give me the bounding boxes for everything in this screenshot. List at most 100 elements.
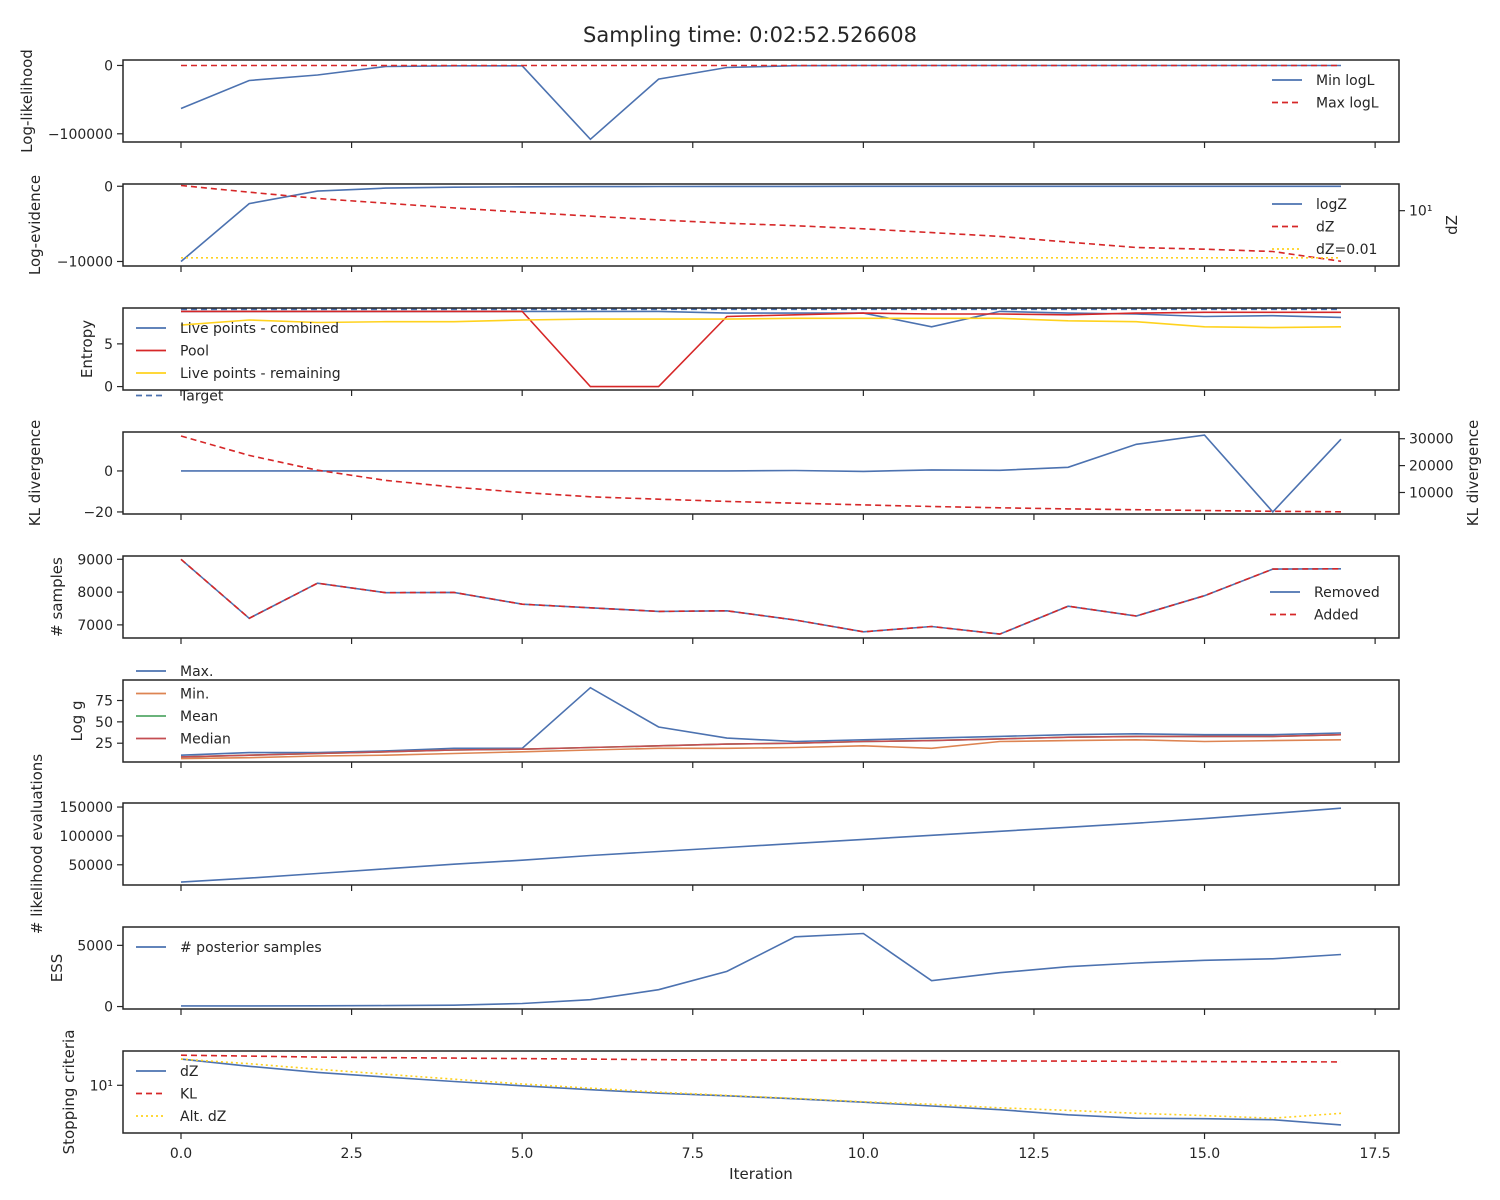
axes-frame — [122, 555, 1400, 639]
series-line-1 — [180, 1058, 1342, 1126]
right-y-tick-label: 20000 — [1409, 459, 1454, 475]
series-line-3 — [180, 1058, 1342, 1120]
axes-frame — [122, 802, 1400, 886]
panel-5: 9000 8000 7000 # samples Removed Added — [48, 552, 1400, 644]
x-tick-label: 17.5 — [1360, 1146, 1391, 1162]
panel-4: 0 −20 10000 20000 30000 KL divergence KL diver… — [26, 420, 1482, 526]
legend: Live points - combined Pool Live points - … — [136, 321, 341, 405]
axes-frame — [122, 307, 1400, 391]
legend-label: dZ=0.01 — [1316, 242, 1377, 258]
y-axis-label: Entropy — [78, 320, 96, 378]
axes-frame — [122, 1050, 1400, 1134]
series-line-2 — [180, 435, 1342, 513]
series-group — [180, 558, 1342, 635]
series-group — [180, 686, 1342, 760]
legend: dZ KL Alt. dZ — [136, 1064, 226, 1125]
x-axis-label: Iteration — [729, 1165, 793, 1183]
axes-frame — [122, 679, 1400, 763]
panel-2: 0 −10000 10¹ dZ Log-evidence logZ dZ dZ=0.01 — [26, 175, 1461, 275]
y-tick-label: −100000 — [48, 127, 113, 143]
right-y-tick-label: 10¹ — [1409, 204, 1432, 220]
legend: Min logL Max logL — [1272, 73, 1379, 112]
right-y-axis-label: dZ — [1443, 215, 1461, 235]
y-tick-label: −20 — [83, 505, 113, 521]
legend-label: Median — [180, 732, 231, 748]
legend-label: Target — [179, 389, 224, 405]
y-axis-label: Log g — [68, 700, 86, 741]
axes-frame — [122, 183, 1400, 267]
x-tick-label: 7.5 — [682, 1146, 704, 1162]
series-group — [180, 184, 1342, 263]
y-axis-label: # samples — [48, 557, 66, 637]
legend-label: dZ — [1316, 220, 1334, 236]
series-group — [180, 308, 1342, 388]
y-axis-label: Stopping criteria — [60, 1030, 78, 1155]
series-group — [180, 807, 1342, 883]
panel-6: 25 50 75 Log g Max. Min. Mean Median — [68, 664, 1400, 768]
y-axis-label: Log-likelihood — [18, 49, 36, 153]
series-line-2 — [181, 310, 1341, 388]
right-y-tick-label: 10000 — [1409, 485, 1454, 501]
legend-label: Live points - remaining — [180, 366, 341, 382]
y-tick-label: 50 — [95, 715, 113, 731]
y-tick-label: 5000 — [77, 938, 113, 954]
series-line-3 — [180, 733, 1342, 758]
legend-label: Min. — [180, 687, 209, 703]
series-line-4 — [180, 733, 1342, 758]
y-tick-label: 9000 — [77, 552, 113, 568]
series-line-1 — [180, 686, 1342, 756]
right-y-axis-label: KL divergence — [1464, 420, 1482, 526]
x-tick-label: 10.0 — [848, 1146, 879, 1162]
series-line-1 — [181, 932, 1342, 1007]
legend: Removed Added — [1270, 585, 1380, 624]
legend-label: Mean — [180, 709, 218, 725]
y-tick-label: 0 — [104, 58, 113, 74]
legend: logZ dZ dZ=0.01 — [1272, 197, 1377, 258]
legend-label: Pool — [180, 344, 209, 360]
y-axis-label: Log-evidence — [26, 175, 44, 275]
y-tick-label: 150000 — [60, 800, 113, 816]
y-tick-label: 75 — [95, 694, 113, 710]
series-line-2 — [180, 184, 1342, 263]
legend-label: logZ — [1316, 197, 1347, 213]
legend: # posterior samples — [136, 940, 322, 956]
axes-frame — [122, 926, 1400, 1010]
x-tick-label: 2.5 — [340, 1146, 362, 1162]
legend-label: KL — [180, 1087, 197, 1103]
y-tick-label: 25 — [95, 736, 113, 752]
x-tick-label: 15.0 — [1189, 1146, 1220, 1162]
legend: Max. Min. Mean Median — [136, 664, 231, 748]
series-line-1 — [180, 185, 1341, 263]
x-tick-label: 12.5 — [1018, 1146, 1049, 1162]
series-line-1 — [180, 64, 1341, 141]
legend-label: # posterior samples — [180, 940, 322, 956]
y-axis-label: # likelihood evaluations — [28, 754, 46, 934]
y-tick-label: 10¹ — [90, 1078, 113, 1094]
y-tick-label: 50000 — [68, 858, 113, 874]
axes-frame — [122, 59, 1400, 143]
panel-8: 0 5000 ESS # posterior samples — [48, 926, 1400, 1016]
series-group — [180, 434, 1342, 514]
y-tick-label: 100000 — [60, 829, 113, 845]
y-tick-label: 0 — [104, 464, 113, 480]
right-y-tick-label: 30000 — [1409, 432, 1454, 448]
series-line-1 — [180, 558, 1342, 635]
y-axis-label: KL divergence — [26, 420, 44, 526]
legend-label: Removed — [1314, 585, 1380, 601]
legend-label: dZ — [180, 1064, 198, 1080]
y-tick-label: 8000 — [77, 585, 113, 601]
legend-label: Alt. dZ — [180, 1109, 226, 1125]
legend-label: Live points - combined — [180, 321, 339, 337]
series-line-3 — [180, 317, 1342, 329]
panel-1: 0 −100000 Log-likelihood Min logL Max logL — [18, 49, 1400, 153]
panel-9: 10¹ 0.0 2.5 5.0 7.5 10.0 12.5 15.0 17.5 Stopping … — [60, 1030, 1400, 1162]
legend-label: Added — [1314, 608, 1359, 624]
legend-label: Max. — [180, 664, 213, 680]
panel-7: 50000 100000 150000 # likelihood evaluation… — [28, 754, 1400, 934]
x-tick-label: 0.0 — [170, 1146, 192, 1162]
figure-title: Sampling time: 0:02:52.526608 — [583, 23, 917, 47]
series-line-1 — [180, 807, 1342, 883]
